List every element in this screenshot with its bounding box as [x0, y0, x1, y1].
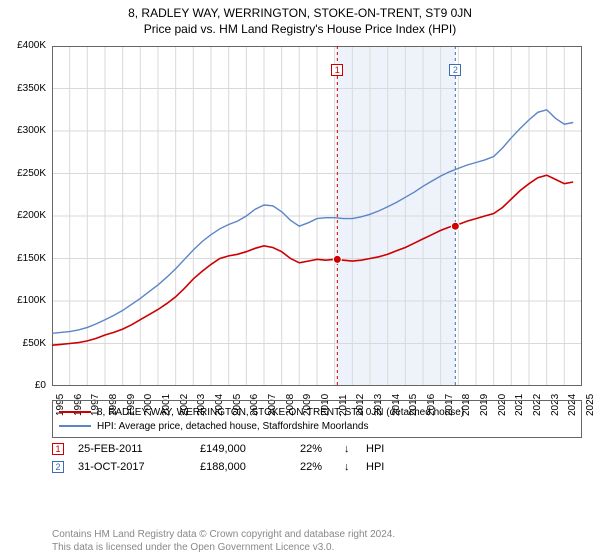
legend-row: 8, RADLEY WAY, WERRINGTON, STOKE-ON-TREN… [59, 405, 575, 419]
event-date: 25-FEB-2011 [78, 443, 200, 455]
chart-subtitle: Price paid vs. HM Land Registry's House … [0, 20, 600, 40]
y-tick-label: £100K [0, 295, 46, 306]
footer-line-2: This data is licensed under the Open Gov… [52, 542, 582, 555]
event-row: 1 25-FEB-2011£149,00022%↓HPI [52, 440, 582, 458]
event-pct: 22% [300, 443, 344, 455]
y-tick-label: £400K [0, 40, 46, 51]
chart-container: { "title": "8, RADLEY WAY, WERRINGTON, S… [0, 0, 600, 560]
arrow-down-icon: ↓ [344, 461, 366, 473]
chart-marker-2: 2 [449, 64, 461, 76]
event-note: HPI [366, 461, 582, 473]
footer: Contains HM Land Registry data © Crown c… [52, 529, 582, 554]
y-tick-label: £0 [0, 380, 46, 391]
legend-swatch [59, 425, 91, 427]
arrow-down-icon: ↓ [344, 443, 366, 455]
y-tick-label: £350K [0, 83, 46, 94]
x-tick-label: 2025 [585, 394, 596, 416]
event-marker: 2 [52, 461, 64, 473]
y-tick-label: £150K [0, 253, 46, 264]
event-table: 1 25-FEB-2011£149,00022%↓HPI 2 31-OCT-2017£… [52, 440, 582, 476]
y-tick-label: £50K [0, 338, 46, 349]
chart-title: 8, RADLEY WAY, WERRINGTON, STOKE-ON-TREN… [0, 0, 600, 20]
event-marker: 1 [52, 443, 64, 455]
event-row: 2 31-OCT-2017£188,00022%↓HPI [52, 458, 582, 476]
event-note: HPI [366, 443, 582, 455]
event-date: 31-OCT-2017 [78, 461, 200, 473]
legend-label: 8, RADLEY WAY, WERRINGTON, STOKE-ON-TREN… [97, 407, 464, 418]
legend: 8, RADLEY WAY, WERRINGTON, STOKE-ON-TREN… [52, 400, 582, 438]
plot-area [52, 46, 582, 386]
event-price: £149,000 [200, 443, 300, 455]
legend-row: HPI: Average price, detached house, Staf… [59, 419, 575, 433]
event-pct: 22% [300, 461, 344, 473]
footer-line-1: Contains HM Land Registry data © Crown c… [52, 529, 582, 542]
y-tick-label: £200K [0, 210, 46, 221]
legend-swatch [59, 411, 91, 413]
y-tick-label: £300K [0, 125, 46, 136]
y-tick-label: £250K [0, 168, 46, 179]
chart-svg [52, 46, 582, 386]
event-price: £188,000 [200, 461, 300, 473]
legend-label: HPI: Average price, detached house, Staf… [97, 421, 368, 432]
chart-marker-1: 1 [331, 64, 343, 76]
